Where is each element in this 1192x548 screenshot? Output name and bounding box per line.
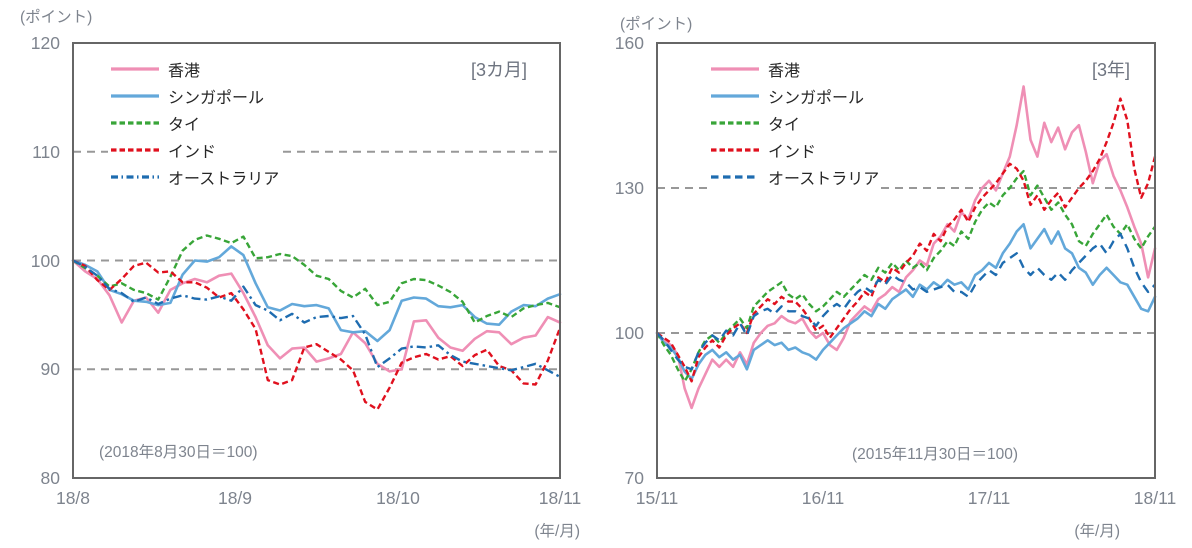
base-date-note: (2015年11月30日＝100) <box>852 446 1018 463</box>
y-tick-label-70: 70 <box>624 468 644 488</box>
legend-item-singapore: シンガポール <box>708 82 882 109</box>
legend-item-india: インド <box>708 136 882 163</box>
legend-item-hong-kong: 香港 <box>108 55 282 82</box>
x-axis-unit-label: (年/月) <box>534 523 580 540</box>
legend-item-australia: オーストラリア <box>108 163 282 190</box>
series-line-australia <box>72 259 561 378</box>
y-tick-label-90: 90 <box>40 359 60 379</box>
y-tick-label-100: 100 <box>30 251 60 271</box>
chart-legend: 香港シンガポール タイインドオーストラリア <box>108 55 282 190</box>
x-tick-label-18-11: 18/11 <box>1133 488 1177 508</box>
y-tick-label-160: 160 <box>614 33 644 53</box>
line-chart-3year <box>655 42 1157 479</box>
x-tick-label-17-11: 17/11 <box>967 488 1011 508</box>
legend-item-india: インド <box>108 136 282 163</box>
legend-label-india: インド <box>768 143 817 161</box>
chart-period-title: [3カ月] <box>470 60 527 80</box>
legend-item-australia: オーストラリア <box>708 163 882 190</box>
legend-label-hong-kong: 香港 <box>168 62 201 80</box>
legend-label-australia: オーストラリア <box>168 170 280 188</box>
series-line-australia <box>656 232 1156 371</box>
series-line-singapore <box>655 223 1157 381</box>
x-tick-label-18-9: 18/9 <box>217 488 253 508</box>
x-tick-label-16-11: 16/11 <box>801 488 845 508</box>
legend-label-india: インド <box>168 143 217 161</box>
y-tick-label-110: 110 <box>32 142 60 162</box>
series-line-india <box>656 97 1157 383</box>
legend-item-thailand: タイ <box>108 109 282 136</box>
series-line-hong-kong <box>71 259 562 373</box>
chart-panel-3month: (ポイント) [3カ月] 香港シンガポール タイインドオーストラリア (2018年… <box>20 9 582 540</box>
series-line-thailand <box>72 234 561 324</box>
legend-item-hong-kong: 香港 <box>708 55 882 82</box>
line-chart-3month <box>71 42 562 479</box>
legend-label-australia: オーストラリア <box>768 170 880 188</box>
y-tick-label-120: 120 <box>30 33 60 53</box>
legend-label-hong-kong: 香港 <box>768 62 801 80</box>
x-tick-label-18-8: 18/8 <box>55 488 91 508</box>
x-tick-label-18-10: 18/10 <box>376 488 420 508</box>
series-line-india <box>72 259 562 411</box>
legend-label-singapore: シンガポール <box>168 89 265 107</box>
y-tick-label-100: 100 <box>614 323 644 343</box>
legend-label-thailand: タイ <box>168 116 201 134</box>
legend-label-thailand: タイ <box>768 116 801 134</box>
chart-period-title: [3年] <box>1091 60 1130 80</box>
x-axis-unit-label: (年/月) <box>1074 523 1120 540</box>
y-tick-label-130: 130 <box>614 178 644 198</box>
chart-panel-3year: (ポイント) [3年] 香港シンガポール タイインドオーストラリア (2015年1… <box>596 0 1192 548</box>
legend-label-singapore: シンガポール <box>768 89 865 107</box>
y-axis-unit-label: (ポイント) <box>20 9 93 26</box>
series-line-hong-kong <box>655 85 1157 410</box>
plot-border <box>656 42 1156 479</box>
series-line-thailand <box>655 169 1156 383</box>
y-tick-label-80: 80 <box>40 468 60 488</box>
x-tick-label-15-11: 15/11 <box>635 488 679 508</box>
plot-border <box>72 42 561 479</box>
legend-item-singapore: シンガポール <box>108 82 282 109</box>
x-tick-label-18-11: 18/11 <box>538 488 582 508</box>
legend-item-thailand: タイ <box>708 109 882 136</box>
base-date-note: (2018年8月30日＝100) <box>99 444 258 461</box>
chart-legend: 香港シンガポール タイインドオーストラリア <box>708 55 882 190</box>
y-axis-unit-label: (ポイント) <box>620 16 693 33</box>
